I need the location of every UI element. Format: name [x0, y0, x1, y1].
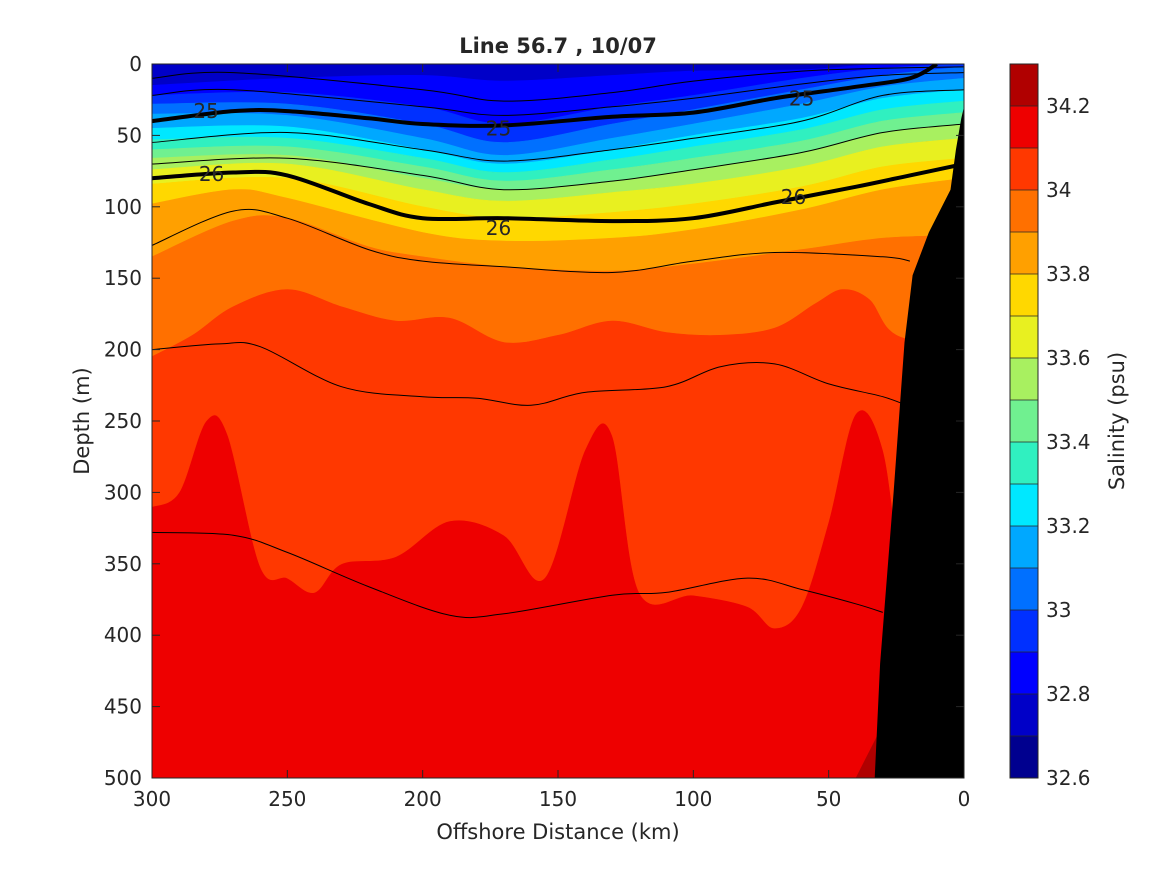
x-tick-label: 300: [133, 787, 171, 811]
density-contours: [152, 64, 964, 619]
y-tick-label: 300: [104, 480, 142, 504]
colorbar-segment: [1010, 316, 1038, 358]
colorbar-tick-label: 34: [1046, 178, 1071, 202]
salinity-contour-fills: [152, 64, 964, 778]
x-tick-label: 200: [404, 787, 442, 811]
colorbar-segment: [1010, 232, 1038, 274]
y-tick-label: 0: [129, 52, 142, 76]
density-contour-thin-5: [152, 208, 910, 274]
colorbar-segment: [1010, 148, 1038, 190]
colorbar-tick-label: 32.6: [1046, 766, 1091, 790]
colorbar-segment: [1010, 736, 1038, 778]
colorbar-tick-label: 33.6: [1046, 346, 1091, 370]
colorbar-ticks: 32.6 32.8 33 33.2 33.4 33.6 33.8 34 34.2: [1046, 94, 1091, 790]
colorbar-tick-label: 34.2: [1046, 94, 1091, 118]
density-contour-labels: 25 25 25 26 26 26: [193, 86, 814, 240]
colorbar-segment: [1010, 106, 1038, 148]
colorbar: [1009, 63, 1039, 779]
chart-title: Line 56.7 , 10/07: [459, 34, 657, 58]
contour-label-26-2: 26: [486, 216, 511, 240]
contour-label-25-1: 25: [193, 99, 218, 123]
colorbar-segment: [1010, 526, 1038, 568]
density-contour-26: [152, 162, 964, 224]
colorbar-tick-label: 32.8: [1046, 682, 1091, 706]
colorbar-segment: [1010, 610, 1038, 652]
colorbar-tick-label: 33: [1046, 598, 1071, 622]
colorbar-segment: [1010, 358, 1038, 400]
x-tick-label: 150: [539, 787, 577, 811]
salinity-band-34.05: [152, 289, 964, 665]
colorbar-segment: [1010, 274, 1038, 316]
x-tick-label: 100: [674, 787, 712, 811]
x-axis: 300 250 200 150 100 50 0: [133, 64, 970, 811]
contour-label-25-2: 25: [486, 116, 511, 140]
density-contour-thin-7: [152, 531, 883, 619]
x-tick-label: 50: [816, 787, 841, 811]
colorbar-tick-label: 33.2: [1046, 514, 1091, 538]
contour-label-26-1: 26: [199, 162, 224, 186]
y-tick-label: 150: [104, 266, 142, 290]
colorbar-segment: [1010, 484, 1038, 526]
y-tick-label: 50: [117, 123, 142, 147]
y-axis-label: Depth (m): [70, 367, 94, 474]
colorbar-segment: [1010, 64, 1038, 106]
density-contour-25: [152, 64, 938, 128]
density-contour-thin-1: [152, 89, 964, 162]
x-tick-label: 250: [268, 787, 306, 811]
y-tick-label: 200: [104, 338, 142, 362]
x-axis-label: Offshore Distance (km): [436, 820, 679, 844]
seafloor-bathymetry: [874, 106, 964, 778]
contour-label-26-3: 26: [781, 185, 806, 209]
y-axis: 0 50 100 150 200 250 300 350 400 450 500: [104, 52, 964, 790]
colorbar-label: Salinity (psu): [1105, 352, 1129, 490]
colorbar-segment: [1010, 442, 1038, 484]
y-tick-label: 400: [104, 623, 142, 647]
contour-label-25-3: 25: [789, 86, 814, 110]
x-tick-label: 0: [958, 787, 971, 811]
colorbar-frame: [1009, 63, 1039, 779]
density-contour-thin-6: [152, 341, 911, 408]
y-tick-label: 350: [104, 552, 142, 576]
colorbar-tick-label: 33.4: [1046, 430, 1091, 454]
colorbar-segment: [1010, 652, 1038, 694]
density-contour-thin-3: [152, 66, 964, 102]
colorbar-segment: [1010, 694, 1038, 736]
colorbar-tick-label: 33.8: [1046, 262, 1091, 286]
y-tick-label: 100: [104, 195, 142, 219]
colorbar-segment: [1010, 190, 1038, 232]
density-contour-thin-4: [152, 72, 964, 116]
y-tick-label: 450: [104, 695, 142, 719]
colorbar-segment: [1010, 400, 1038, 442]
colorbar-segment: [1010, 568, 1038, 610]
y-tick-label: 250: [104, 409, 142, 433]
y-tick-label: 500: [104, 766, 142, 790]
density-contour-thin-2: [152, 123, 964, 191]
